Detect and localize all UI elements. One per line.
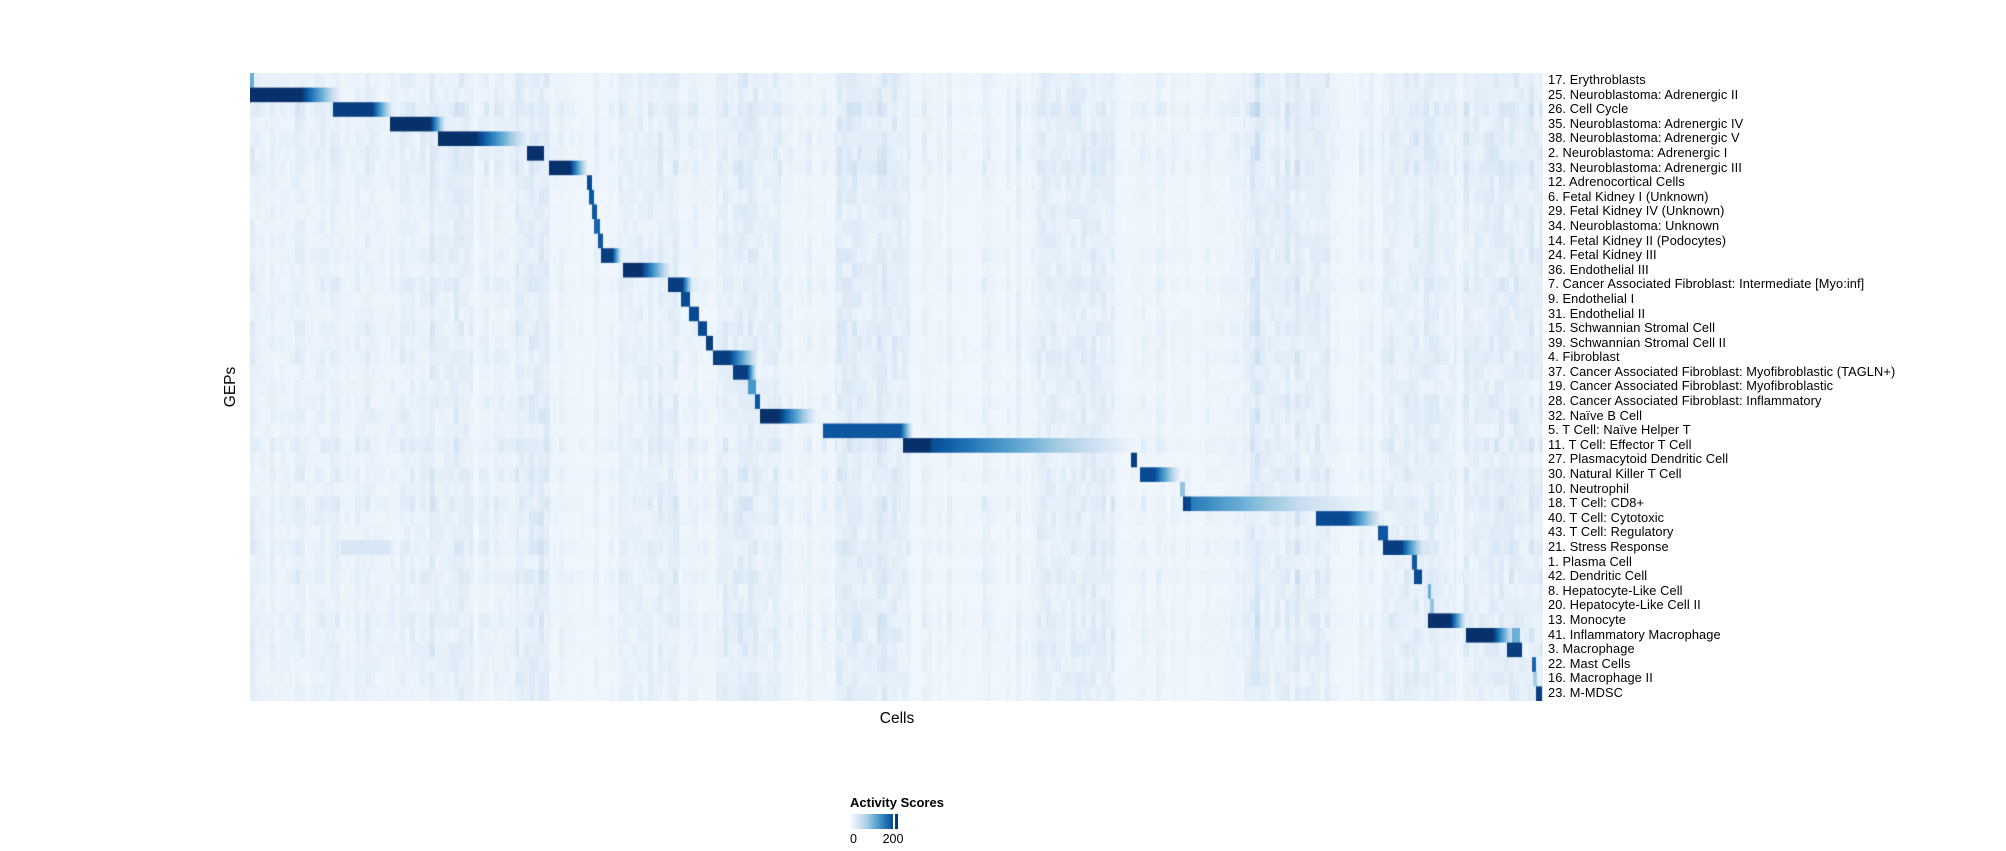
gep-row-label: 37. Cancer Associated Fibroblast: Myofib… xyxy=(1548,363,1896,379)
legend-gradient-bar xyxy=(850,814,898,829)
gep-row-label: 12. Adrenocortical Cells xyxy=(1548,174,1685,190)
gep-row-label: 33. Neuroblastoma: Adrenergic III xyxy=(1548,159,1742,175)
legend-title: Activity Scores xyxy=(850,795,944,810)
gep-row-label: 7. Cancer Associated Fibroblast: Interme… xyxy=(1548,276,1865,292)
gep-row-label: 23. M-MDSC xyxy=(1548,684,1623,700)
gep-row-label: 4. Fibroblast xyxy=(1548,349,1620,365)
gep-row-label: 28. Cancer Associated Fibroblast: Inflam… xyxy=(1548,393,1822,409)
gep-row-label: 14. Fetal Kidney II (Podocytes) xyxy=(1548,232,1727,248)
gep-row-label: 29. Fetal Kidney IV (Unknown) xyxy=(1548,203,1725,219)
gep-row-label: 17. Erythroblasts xyxy=(1548,72,1646,87)
gep-row-label: 32. Naïve B Cell xyxy=(1548,407,1643,423)
gep-row-labels: 17. Erythroblasts 25. Neuroblastoma: Adre… xyxy=(1548,72,2004,701)
gep-row-label: 2. Neuroblastoma: Adrenergic I xyxy=(1548,144,1728,160)
gep-row-label: 40. T Cell: Cytotoxic xyxy=(1548,509,1665,525)
gep-row-label: 24. Fetal Kidney III xyxy=(1548,247,1657,263)
gep-row-label: 35. Neuroblastoma: Adrenergic IV xyxy=(1548,115,1744,131)
legend-ticks: 0 200 xyxy=(850,832,903,848)
gep-row-label: 3. Macrophage xyxy=(1548,641,1635,657)
gep-row-label: 31. Endothelial II xyxy=(1548,305,1646,321)
legend-tick-mark xyxy=(893,814,895,829)
x-axis-label: Cells xyxy=(879,710,915,727)
gep-row-label: 25. Neuroblastoma: Adrenergic II xyxy=(1548,86,1739,102)
gep-row-label: 1. Plasma Cell xyxy=(1548,553,1632,569)
gep-row-label: 30. Natural Killer T Cell xyxy=(1548,466,1682,482)
gep-row-label: 22. Mast Cells xyxy=(1548,655,1631,671)
gep-row-label: 9. Endothelial I xyxy=(1548,290,1635,306)
gep-row-label: 26. Cell Cycle xyxy=(1548,101,1629,117)
gep-row-label: 27. Plasmacytoid Dendritic Cell xyxy=(1548,451,1729,467)
gep-row-label: 41. Inflammatory Macrophage xyxy=(1548,626,1721,642)
gep-row-label: 36. Endothelial III xyxy=(1548,261,1649,277)
gep-row-label: 20. Hepatocyte-Like Cell II xyxy=(1548,597,1701,613)
gep-row-label: 13. Monocyte xyxy=(1548,611,1627,627)
gep-row-label: 11. T Cell: Effector T Cell xyxy=(1548,436,1692,452)
y-axis-label: GEPs xyxy=(222,366,239,408)
gep-row-label: 10. Neutrophil xyxy=(1548,480,1630,496)
gep-row-label: 19. Cancer Associated Fibroblast: Myofib… xyxy=(1548,378,1834,394)
gep-row-label: 5. T Cell: Naïve Helper T xyxy=(1548,422,1691,438)
legend-tick-max: 200 xyxy=(882,832,904,846)
gep-row-label: 39. Schwannian Stromal Cell II xyxy=(1548,334,1726,350)
gep-row-label: 43. T Cell: Regulatory xyxy=(1548,524,1674,540)
heatmap-canvas xyxy=(250,73,1543,701)
gep-row-label: 38. Neuroblastoma: Adrenergic V xyxy=(1548,130,1740,146)
gep-row-label: 6. Fetal Kidney I (Unknown) xyxy=(1548,188,1709,204)
gep-row-label: 15. Schwannian Stromal Cell xyxy=(1548,320,1716,336)
gep-row-label: 21. Stress Response xyxy=(1548,539,1669,554)
gep-row-label: 18. T Cell: CD8+ xyxy=(1548,495,1645,511)
gep-row-label: 8. Hepatocyte-Like Cell xyxy=(1548,582,1683,598)
gep-row-label: 16. Macrophage II xyxy=(1548,670,1653,686)
gep-row-label: 34. Neuroblastoma: Unknown xyxy=(1548,217,1720,233)
colorbar-legend: Activity Scores 0 200 xyxy=(850,795,970,848)
gep-row-label: 42. Dendritic Cell xyxy=(1548,568,1648,584)
legend-tick-min: 0 xyxy=(850,832,857,846)
